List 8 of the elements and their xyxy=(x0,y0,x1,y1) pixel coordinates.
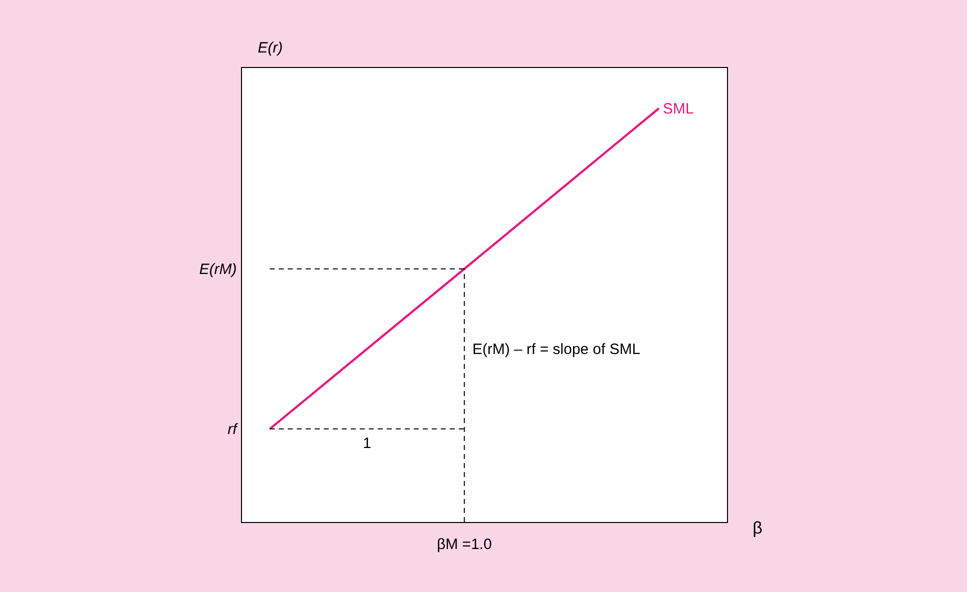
x-axis-title: β xyxy=(752,518,763,538)
y-axis-title: E(r) xyxy=(258,40,283,56)
text: βM =1.0 xyxy=(436,536,492,553)
annotation: E(rM) – rf = slope of SML xyxy=(472,340,640,358)
ref-line-label: E(rM) xyxy=(199,260,237,278)
series-label: SML xyxy=(662,100,694,118)
annotation: 1 xyxy=(362,434,372,452)
ref-line-label: rf xyxy=(228,420,239,438)
